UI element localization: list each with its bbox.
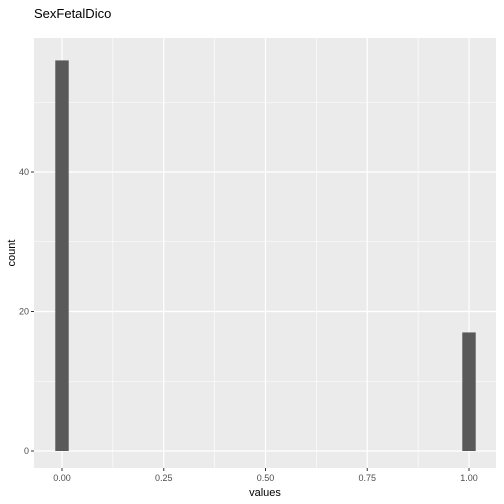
x-axis-title: values xyxy=(249,487,281,499)
x-tick-label: 0.00 xyxy=(53,473,71,483)
y-axis: 0 20 40 xyxy=(19,167,34,456)
x-tick-label: 0.75 xyxy=(358,473,376,483)
x-tick-label: 0.25 xyxy=(155,473,173,483)
histogram-bar xyxy=(462,332,476,451)
y-tick-label: 20 xyxy=(19,307,29,317)
y-tick-label: 0 xyxy=(24,446,29,456)
y-tick-label: 40 xyxy=(19,167,29,177)
x-axis: 0.00 0.25 0.50 0.75 1.00 xyxy=(53,468,478,483)
histogram-bar xyxy=(55,60,69,452)
x-tick-label: 0.50 xyxy=(257,473,275,483)
x-tick-label: 1.00 xyxy=(460,473,478,483)
y-axis-title: count xyxy=(6,240,18,267)
chart-title: SexFetalDico xyxy=(34,6,112,21)
bars xyxy=(55,60,476,452)
